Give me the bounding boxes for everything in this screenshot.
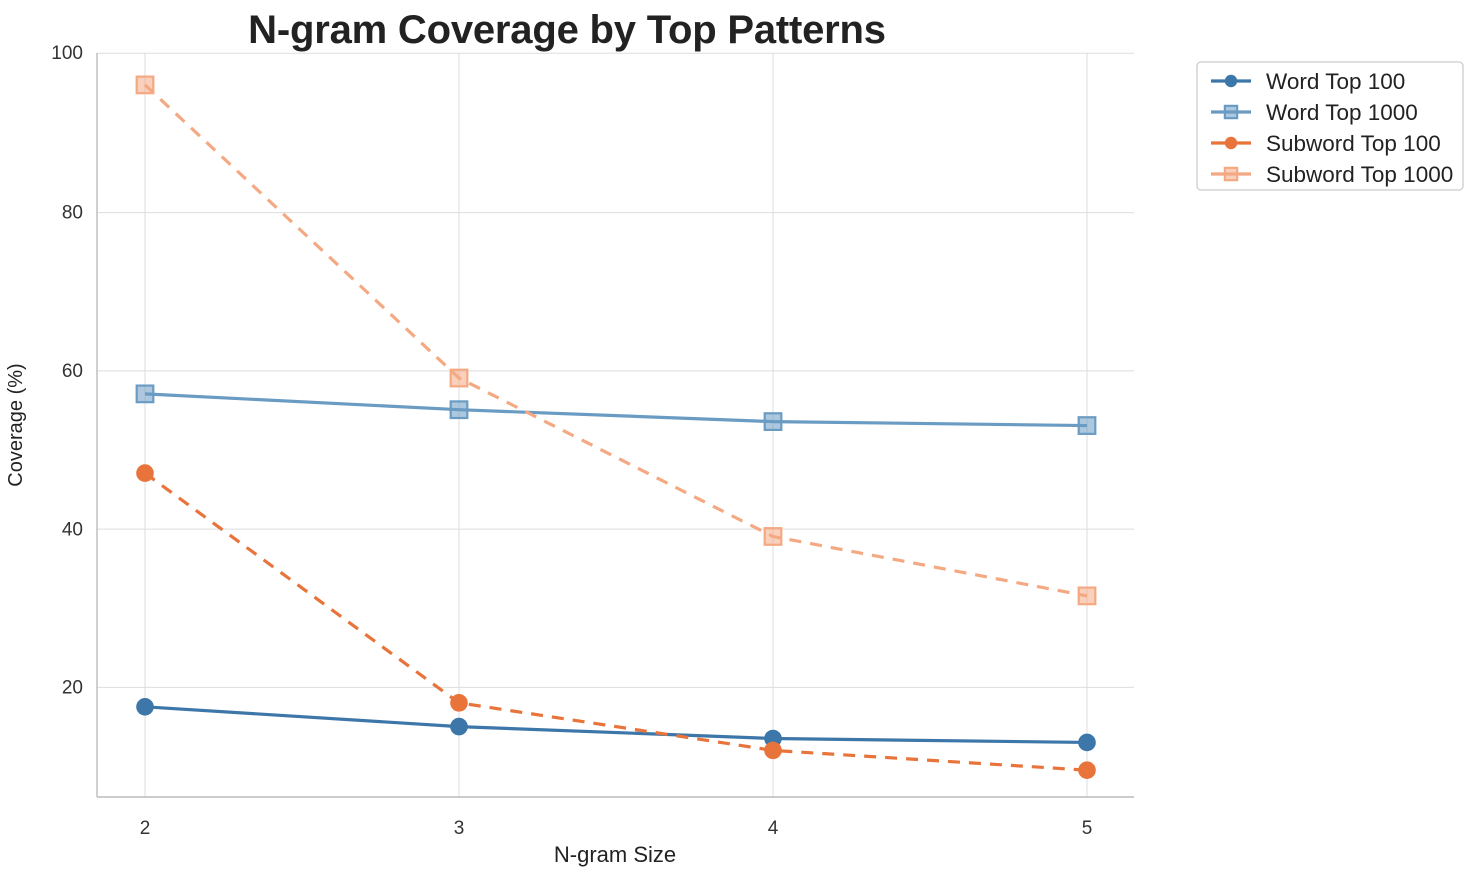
svg-text:Coverage (%): Coverage (%) (5, 363, 27, 486)
svg-text:N-gram Size: N-gram Size (554, 842, 676, 867)
svg-text:2: 2 (140, 818, 151, 839)
svg-text:Subword Top 1000: Subword Top 1000 (1266, 162, 1453, 187)
svg-text:80: 80 (62, 203, 83, 224)
svg-text:5: 5 (1082, 818, 1093, 839)
svg-text:20: 20 (62, 678, 83, 699)
svg-text:40: 40 (62, 520, 83, 541)
svg-text:Word Top 1000: Word Top 1000 (1266, 100, 1418, 125)
svg-text:60: 60 (62, 361, 83, 382)
svg-text:Subword Top 100: Subword Top 100 (1266, 131, 1441, 156)
svg-text:4: 4 (768, 818, 779, 839)
svg-text:100: 100 (51, 43, 83, 64)
svg-text:Word Top 100: Word Top 100 (1266, 69, 1405, 94)
svg-text:3: 3 (454, 818, 465, 839)
